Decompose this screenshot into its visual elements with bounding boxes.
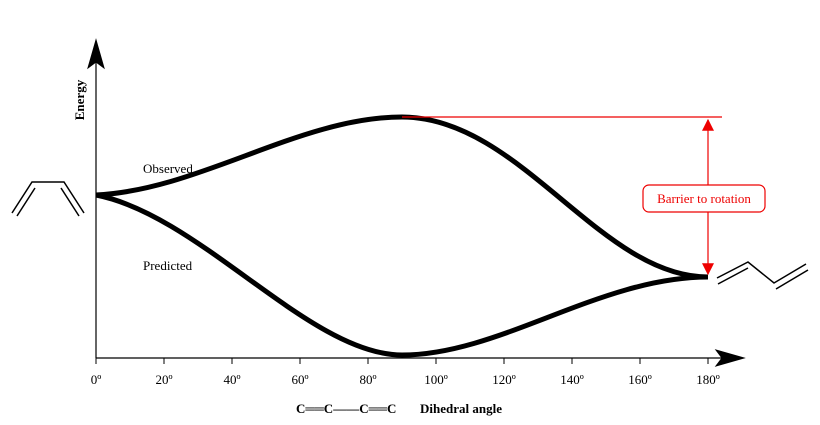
x-tick-label: 180º bbox=[696, 372, 720, 387]
observed-curve bbox=[95, 114, 709, 280]
x-tick-label: 0º bbox=[91, 372, 102, 387]
x-axis-label: Dihedral angle bbox=[420, 401, 502, 416]
x-tick-label: 160º bbox=[628, 372, 652, 387]
formula: C══C——C══C bbox=[296, 401, 396, 416]
x-tick-label: 100º bbox=[424, 372, 448, 387]
x-tick-label: 20º bbox=[155, 372, 172, 387]
cis-butadiene bbox=[11, 181, 85, 217]
annotation-box bbox=[642, 184, 766, 213]
x-arrow bbox=[714, 349, 746, 367]
trans-butadiene bbox=[716, 261, 809, 290]
x-ticks: 0º 20º 40º 60º 80º 100º 120º 140º 160º 180º bbox=[91, 358, 720, 387]
x-tick-label: 120º bbox=[492, 372, 516, 387]
x-tick-label: 80º bbox=[359, 372, 376, 387]
x-tick-label: 60º bbox=[291, 372, 308, 387]
y-arrow bbox=[87, 38, 105, 70]
annotation: Barrier to rotation bbox=[657, 191, 751, 206]
x-tick-label: 40º bbox=[223, 372, 240, 387]
x-tick-label: 140º bbox=[560, 372, 584, 387]
curve-label: Observed bbox=[143, 161, 193, 176]
axes bbox=[87, 38, 746, 367]
curve-label: Predicted bbox=[143, 258, 193, 273]
y-axis-label: Energy bbox=[72, 79, 87, 120]
predicted-curve bbox=[95, 192, 709, 358]
